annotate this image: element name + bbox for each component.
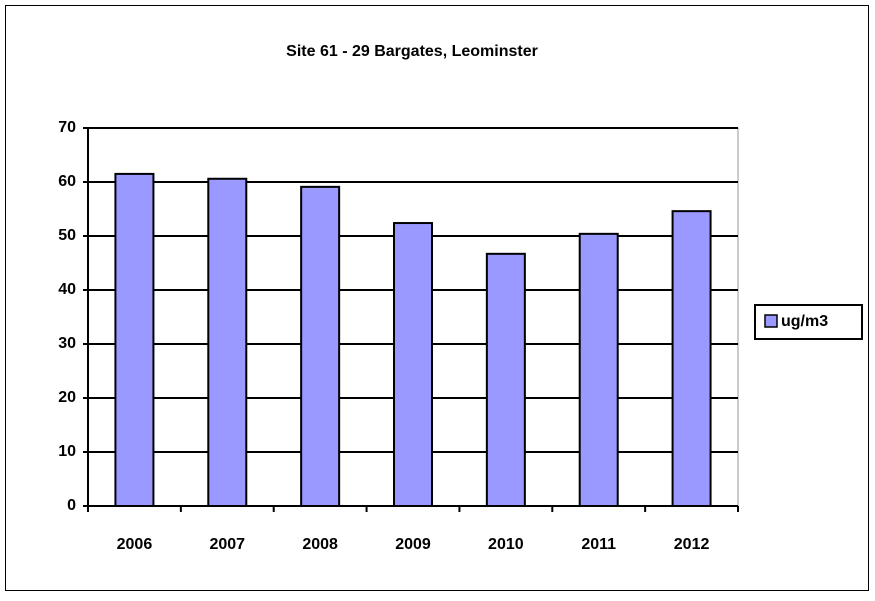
y-tick-label: 70	[58, 119, 76, 136]
bar	[578, 232, 619, 507]
bar	[114, 172, 155, 507]
y-tick-label: 40	[58, 281, 76, 298]
y-tick-label: 20	[58, 389, 76, 406]
y-tick-label: 50	[58, 227, 76, 244]
bar	[671, 210, 712, 507]
bar	[393, 222, 433, 507]
bar	[485, 252, 526, 507]
legend-key	[764, 314, 778, 328]
bar	[300, 185, 341, 508]
x-tick-label: 2011	[581, 536, 616, 553]
y-tick-label: 0	[67, 497, 76, 514]
x-tick-label: 2006	[117, 536, 153, 553]
x-tick-label: 2012	[674, 536, 710, 553]
y-tick-label: 60	[58, 173, 76, 190]
legend-box	[754, 304, 863, 340]
y-tick-label: 30	[58, 335, 76, 352]
legend-label: ug/m3	[781, 313, 828, 330]
x-tick-label: 2007	[209, 536, 245, 553]
y-tick-label: 10	[58, 443, 76, 460]
chart-title: Site 61 - 29 Bargates, Leominster	[286, 43, 538, 60]
x-tick-label: 2010	[488, 536, 524, 553]
x-tick-label: 2009	[395, 536, 431, 553]
bar	[207, 177, 248, 507]
x-tick-label: 2008	[302, 536, 338, 553]
